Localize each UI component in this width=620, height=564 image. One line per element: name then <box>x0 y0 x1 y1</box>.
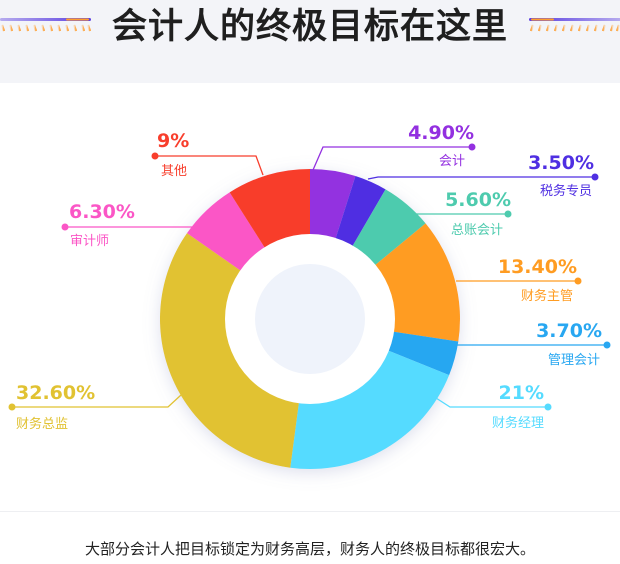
callout-value: 6.30% <box>69 201 135 223</box>
callout-name: 其他 <box>161 164 187 179</box>
right-decoration-icon <box>529 18 620 32</box>
callout-value: 4.90% <box>408 122 474 144</box>
leader-lines <box>12 146 607 408</box>
callout-value: 21% <box>499 382 544 404</box>
leader-dots <box>8 143 611 411</box>
callout-name: 会计 <box>439 154 465 169</box>
divider <box>0 511 620 512</box>
callout-name: 财务主管 <box>521 288 573 304</box>
callout-name: 财务总监 <box>16 416 68 432</box>
donut-center <box>255 264 365 374</box>
callout-value: 9% <box>157 130 189 152</box>
callout-labels: 4.90% 会计 3.50% 税务专员 5.60% 总账会计 13.40% 财务… <box>16 122 602 432</box>
callout-value: 13.40% <box>498 256 577 278</box>
left-decoration-icon <box>0 18 92 32</box>
page-title: 会计人的终极目标在这里 <box>111 7 508 47</box>
caption-text: 大部分会计人把目标锁定为财务高层，财务人的终极目标都很宏大。 <box>84 540 535 558</box>
callout-name: 总账会计 <box>451 223 503 238</box>
header-band: 会计人的终极目标在这里 <box>0 0 620 83</box>
callout-name: 管理会计 <box>548 353 600 368</box>
donut-chart: 4.90% 会计 3.50% 税务专员 5.60% 总账会计 13.40% 财务… <box>8 122 611 469</box>
callout-name: 审计师 <box>70 234 109 249</box>
callout-name: 财务经理 <box>492 415 544 431</box>
callout-value: 5.60% <box>445 189 511 211</box>
callout-value: 32.60% <box>16 382 95 404</box>
callout-value: 3.50% <box>528 152 594 174</box>
callout-name: 税务专员 <box>540 183 592 199</box>
callout-value: 3.70% <box>536 320 602 342</box>
